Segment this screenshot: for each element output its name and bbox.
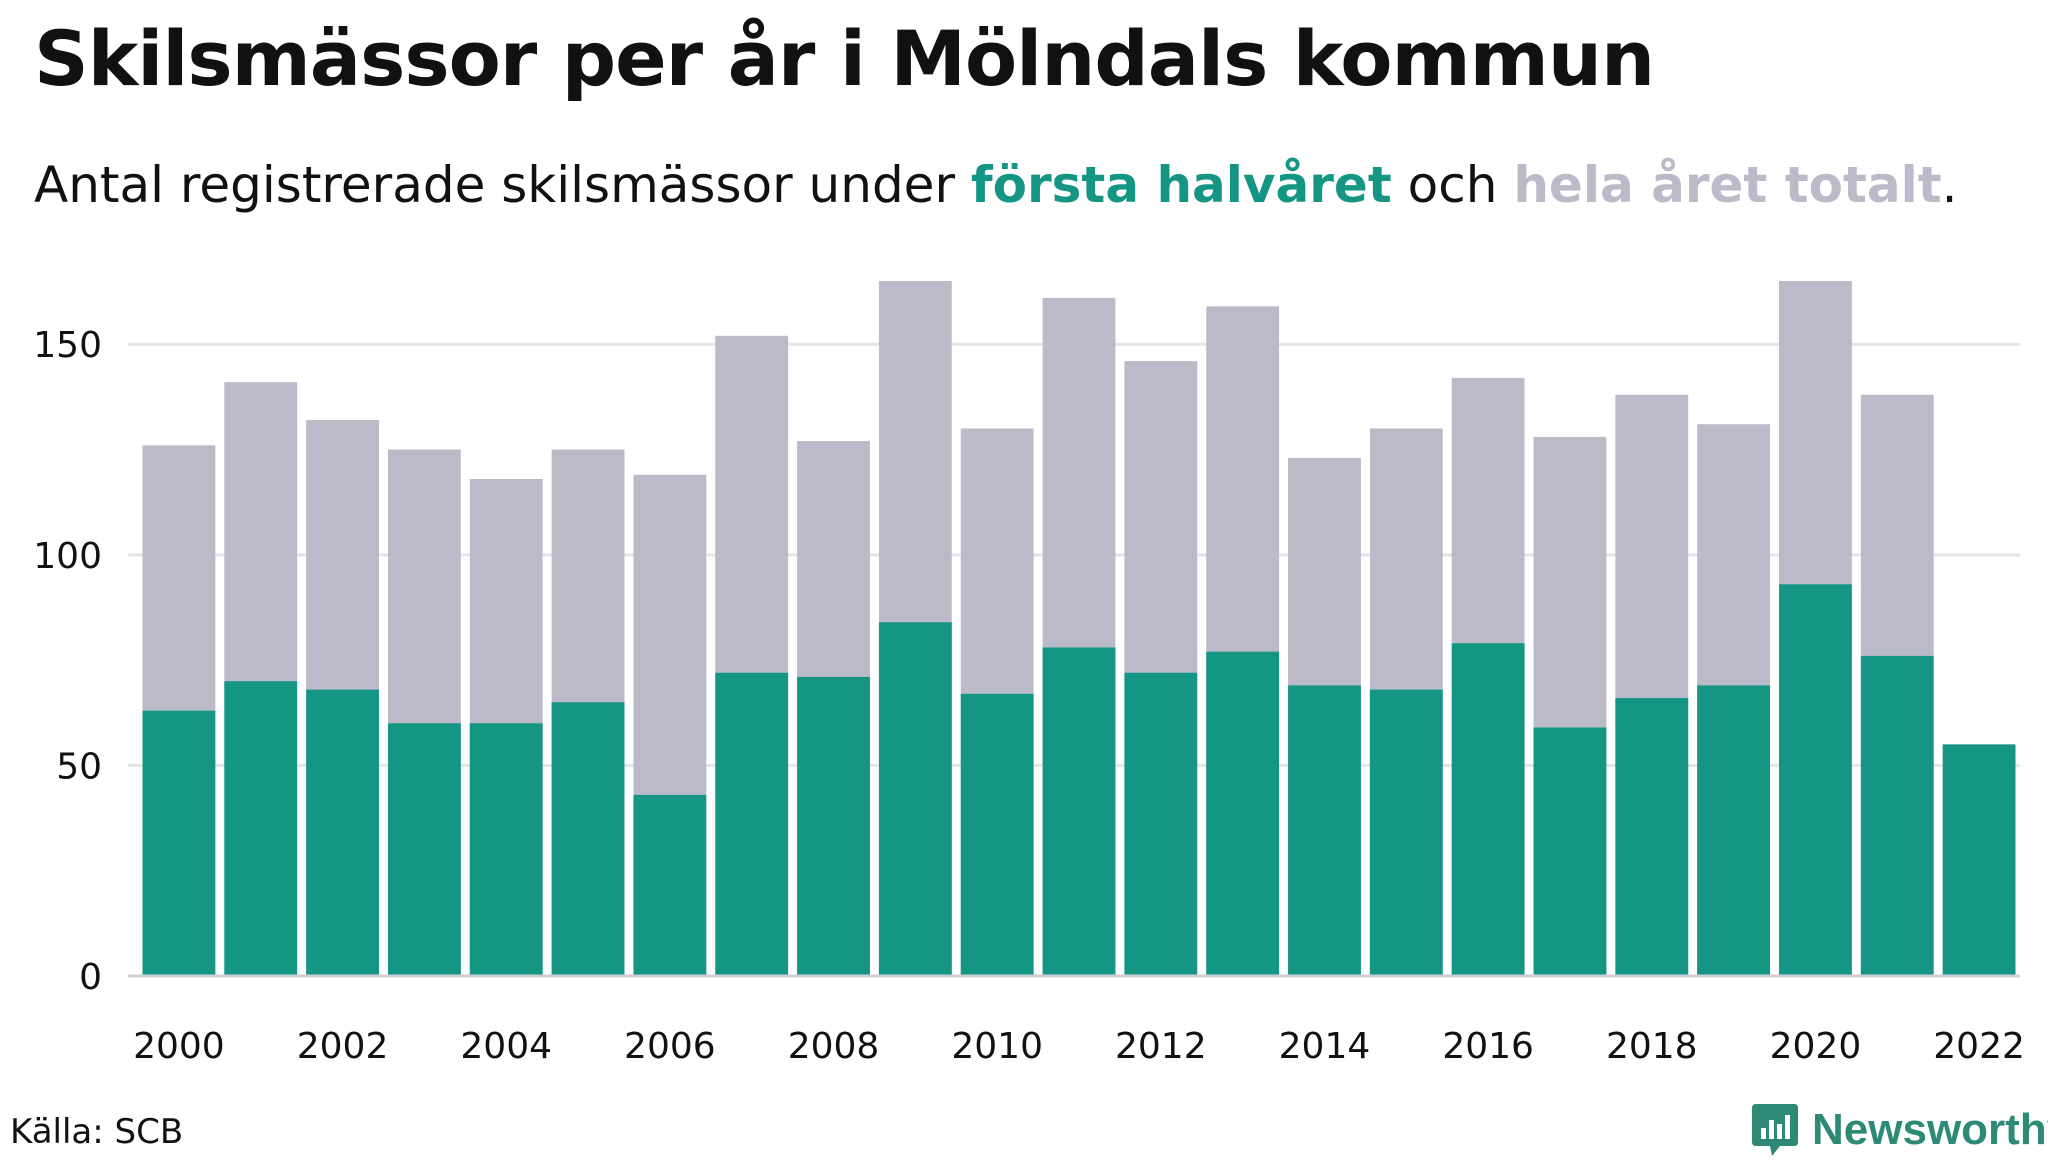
bar-first-half-2015 xyxy=(1369,689,1443,976)
bar-first-half-2005 xyxy=(551,702,625,976)
x-tick-label: 2008 xyxy=(788,1026,880,1067)
y-tick-label: 100 xyxy=(33,536,102,577)
x-tick-label: 2000 xyxy=(133,1026,225,1067)
subtitle-series-first-half: första halvåret xyxy=(970,156,1392,214)
bar-first-half-2002 xyxy=(306,689,379,976)
bar-first-half-2022 xyxy=(1942,744,2016,976)
newsworthy-logo-icon xyxy=(1752,1104,1798,1156)
y-tick-label: 0 xyxy=(79,957,102,998)
subtitle-series-full-year: hela året totalt xyxy=(1513,156,1942,214)
bar-first-half-2003 xyxy=(387,723,461,976)
bar-first-half-2007 xyxy=(715,672,789,976)
bar-layer xyxy=(142,281,2016,977)
bar-first-half-2020 xyxy=(1779,584,1852,976)
subtitle-suffix: . xyxy=(1941,156,1958,214)
bar-first-half-2004 xyxy=(469,723,543,976)
x-tick-label: 2002 xyxy=(297,1026,389,1067)
source-note: Källa: SCB xyxy=(10,1112,184,1152)
brand-name: Newsworthy xyxy=(1812,1105,2048,1154)
x-tick-label: 2018 xyxy=(1606,1026,1698,1067)
bar-first-half-2010 xyxy=(960,693,1034,976)
subtitle-prefix: Antal registrerade skilsmässor under xyxy=(34,156,971,214)
x-tick-label: 2006 xyxy=(624,1026,716,1067)
bar-first-half-2014 xyxy=(1288,685,1361,976)
y-tick-label: 150 xyxy=(33,325,102,366)
x-tick-label: 2020 xyxy=(1770,1026,1862,1067)
axis-layer: 0 50 100 150 2000 2002 2004 2006 2008 2010 2012 201… xyxy=(33,325,2025,1067)
bar-first-half-2018 xyxy=(1615,698,1689,976)
subtitle-middle: och xyxy=(1391,156,1514,214)
x-tick-label: 2014 xyxy=(1279,1026,1371,1067)
bar-first-half-2000 xyxy=(142,710,216,976)
bar-chart: 0 50 100 150 2000 2002 2004 2006 2008 2010 2012 201… xyxy=(33,281,2025,1067)
bar-first-half-2011 xyxy=(1042,647,1116,976)
chart-title: Skilsmässor per år i Mölndals kommun xyxy=(34,14,1655,103)
x-tick-label: 2010 xyxy=(951,1026,1043,1067)
x-tick-label: 2016 xyxy=(1442,1026,1534,1067)
bar-first-half-2009 xyxy=(878,622,952,976)
bar-first-half-2001 xyxy=(224,681,298,976)
bar-first-half-2013 xyxy=(1206,651,1280,976)
bar-first-half-2021 xyxy=(1860,655,1934,976)
brand-logo: Newsworthy xyxy=(1750,1100,2048,1160)
bar-first-half-2019 xyxy=(1697,685,1771,976)
bar-first-half-2016 xyxy=(1451,643,1525,976)
bar-first-half-2012 xyxy=(1124,672,1198,976)
x-tick-label: 2022 xyxy=(1933,1026,2025,1067)
y-tick-label: 50 xyxy=(56,746,102,787)
chart-subtitle: Antal registrerade skilsmässor under för… xyxy=(34,156,1958,214)
bar-first-half-2006 xyxy=(633,794,707,976)
bar-first-half-2017 xyxy=(1533,727,1607,976)
bar-first-half-2008 xyxy=(797,676,870,976)
x-tick-label: 2004 xyxy=(460,1026,552,1067)
x-tick-label: 2012 xyxy=(1115,1026,1207,1067)
